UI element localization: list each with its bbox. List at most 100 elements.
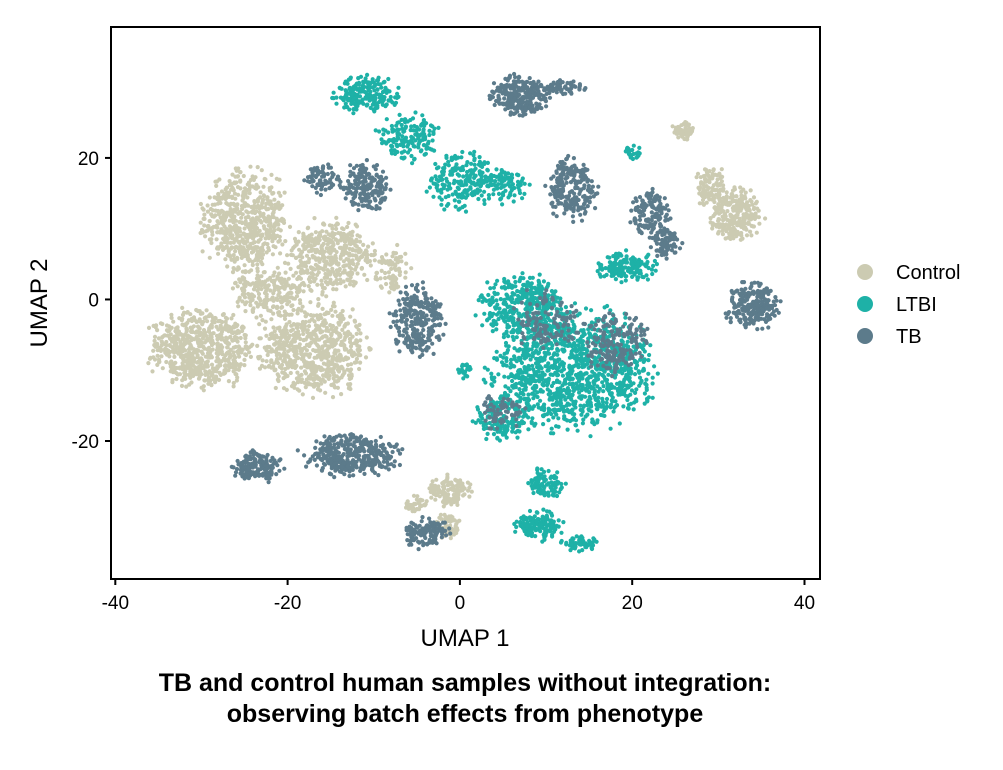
point-control <box>219 189 224 194</box>
point-control <box>260 358 265 363</box>
point-control <box>314 250 319 255</box>
point-ltbi <box>446 159 451 164</box>
point-control <box>342 323 347 328</box>
point-ltbi <box>485 280 490 285</box>
point-ltbi <box>452 198 457 203</box>
point-ltbi <box>350 92 355 97</box>
point-control <box>258 354 263 359</box>
point-ltbi <box>482 311 487 316</box>
point-control <box>186 318 191 323</box>
point-control <box>317 259 322 264</box>
point-control <box>322 318 327 323</box>
point-control <box>323 343 328 348</box>
point-control <box>361 251 366 257</box>
point-control <box>212 320 217 325</box>
point-control <box>242 232 247 237</box>
point-control <box>216 195 221 200</box>
point-ltbi <box>513 284 518 289</box>
point-ltbi <box>395 91 400 96</box>
point-control <box>720 202 725 208</box>
point-ltbi <box>507 324 512 329</box>
point-control <box>153 344 158 349</box>
point-control <box>301 357 306 362</box>
point-control <box>454 478 459 483</box>
point-ltbi <box>573 423 578 428</box>
point-ltbi <box>456 207 461 212</box>
point-ltbi <box>522 191 527 196</box>
point-ltbi <box>482 198 487 203</box>
point-control <box>201 207 206 212</box>
point-control <box>389 281 394 286</box>
point-control <box>433 497 438 502</box>
point-ltbi <box>503 280 508 285</box>
point-control <box>342 248 347 253</box>
point-control <box>154 323 159 328</box>
point-control <box>244 344 249 349</box>
point-control <box>155 362 160 367</box>
point-ltbi <box>604 400 609 405</box>
point-control <box>355 271 360 276</box>
point-control <box>323 349 328 354</box>
point-control <box>749 223 754 228</box>
point-control <box>189 326 194 331</box>
point-ltbi <box>472 162 477 167</box>
point-control <box>325 268 330 273</box>
point-ltbi <box>348 76 353 81</box>
point-control <box>273 385 278 391</box>
point-control <box>302 363 307 368</box>
point-control <box>311 364 316 369</box>
point-ltbi <box>504 176 509 181</box>
point-control <box>358 360 363 365</box>
point-ltbi <box>461 183 466 188</box>
point-control <box>276 227 281 232</box>
point-ltbi <box>538 285 543 290</box>
point-control <box>298 258 303 263</box>
point-control <box>335 221 340 227</box>
point-control <box>324 294 329 299</box>
point-ltbi <box>504 329 509 334</box>
point-control <box>680 130 685 135</box>
point-control <box>249 204 254 210</box>
point-control <box>207 218 212 224</box>
point-control <box>160 366 165 371</box>
point-control <box>227 183 232 188</box>
point-control <box>716 202 721 207</box>
point-control <box>215 209 221 214</box>
point-control <box>322 379 327 384</box>
point-control <box>296 230 301 235</box>
point-ltbi <box>512 275 517 280</box>
point-control <box>223 234 228 239</box>
point-control <box>249 210 254 215</box>
point-ltbi <box>458 194 463 199</box>
point-control <box>329 307 334 312</box>
point-control <box>223 319 228 324</box>
point-control <box>291 273 296 278</box>
point-ltbi <box>520 271 525 276</box>
point-control <box>264 359 269 364</box>
point-control <box>231 350 236 355</box>
point-control <box>254 209 259 214</box>
point-control <box>248 303 253 308</box>
point-control <box>207 195 212 200</box>
point-control <box>334 226 339 231</box>
point-control <box>275 265 280 270</box>
point-control <box>684 123 689 128</box>
point-control <box>271 210 276 215</box>
point-control <box>282 309 287 314</box>
point-control <box>432 488 437 493</box>
point-control <box>283 239 288 244</box>
point-control <box>362 272 367 277</box>
point-control <box>200 358 205 363</box>
point-control <box>442 490 447 495</box>
point-control <box>258 336 263 341</box>
point-control <box>419 503 424 509</box>
point-control <box>267 336 272 341</box>
point-control <box>299 271 304 276</box>
point-control <box>270 191 275 196</box>
point-control <box>700 201 705 206</box>
point-control <box>181 310 187 315</box>
point-ltbi <box>436 165 441 170</box>
point-control <box>395 242 400 248</box>
point-control <box>340 327 345 332</box>
